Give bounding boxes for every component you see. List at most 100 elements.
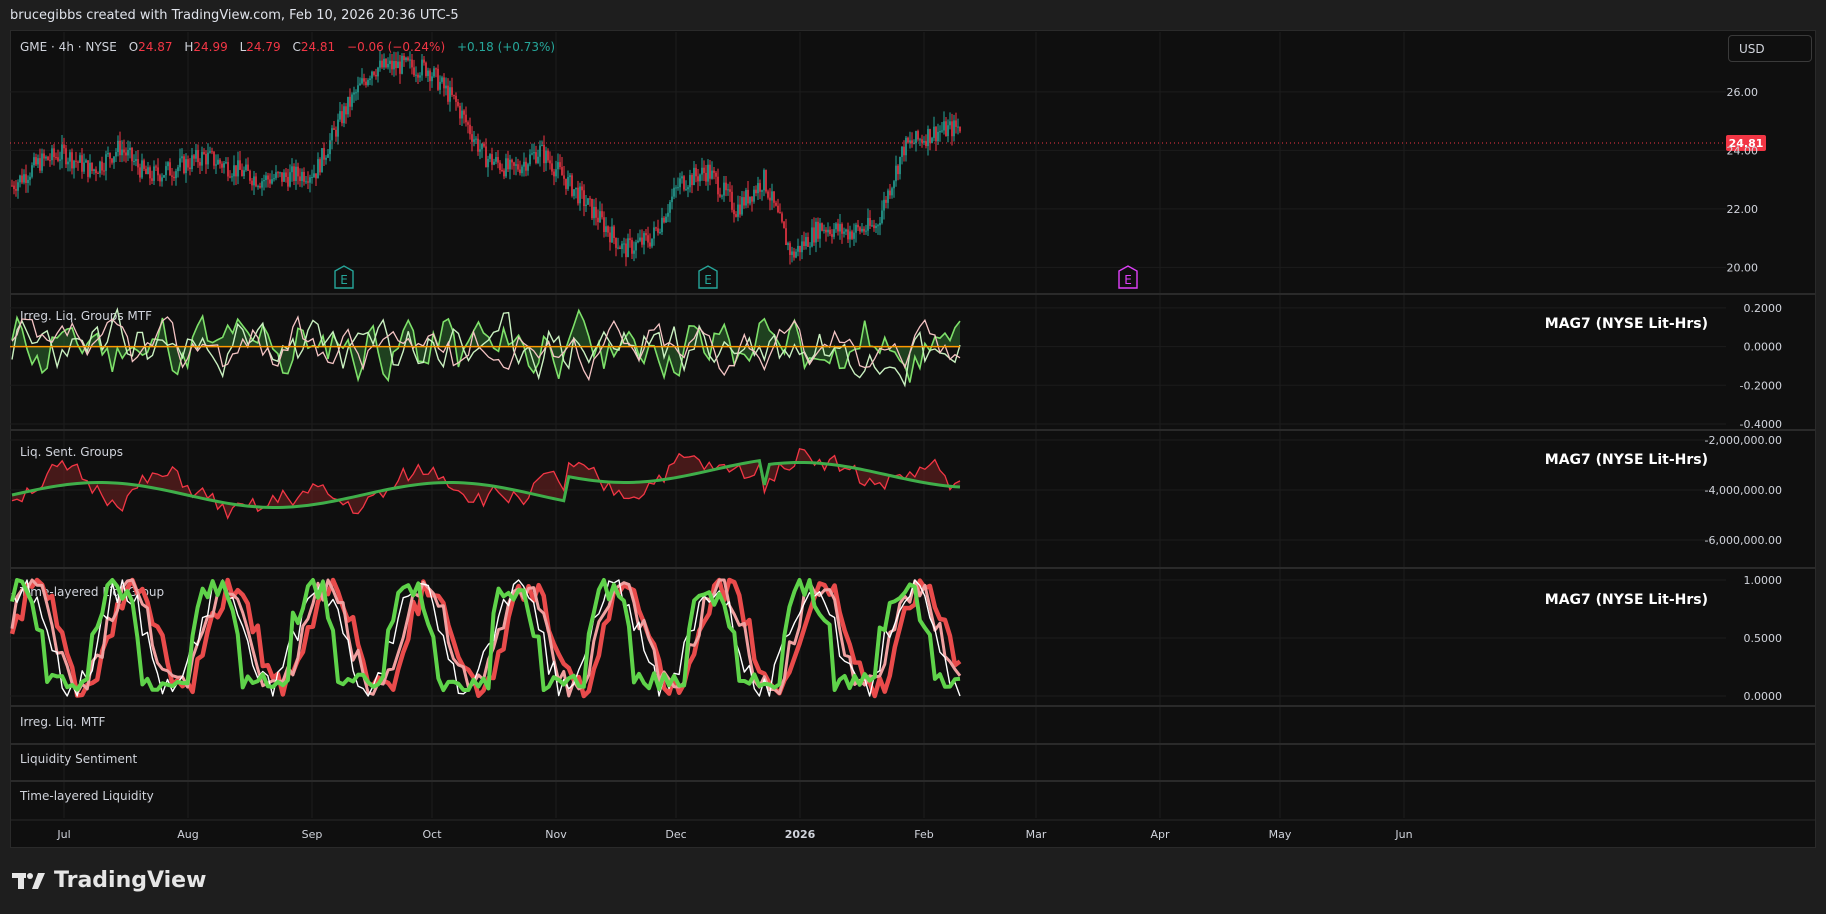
earnings-marker[interactable]: E bbox=[334, 265, 354, 289]
candle-body bbox=[805, 237, 807, 247]
collapsed-pane-title[interactable]: Liquidity Sentiment bbox=[20, 752, 137, 766]
candle-body bbox=[507, 158, 509, 170]
candle-body bbox=[457, 101, 459, 106]
candle-body bbox=[97, 173, 99, 175]
candle-body bbox=[53, 148, 55, 158]
candle-body bbox=[571, 175, 573, 196]
candle-body bbox=[387, 63, 389, 68]
candle-body bbox=[129, 147, 131, 150]
candle-body bbox=[551, 163, 553, 172]
chart-credit: brucegibbs created with TradingView.com,… bbox=[10, 8, 459, 23]
candle-body bbox=[881, 210, 883, 223]
candle-body bbox=[429, 70, 431, 82]
candle-body bbox=[209, 151, 211, 153]
candle-body bbox=[651, 238, 653, 247]
candle-body bbox=[57, 157, 59, 161]
candle-body bbox=[233, 165, 235, 177]
brand-name: TradingView bbox=[54, 868, 207, 893]
y-tick-label: -2,000,000.00 bbox=[1705, 434, 1782, 447]
candle-body bbox=[145, 168, 147, 175]
candle-body bbox=[381, 60, 383, 68]
candle-body bbox=[55, 157, 57, 159]
candle-body bbox=[41, 153, 43, 171]
series-line bbox=[11, 448, 961, 520]
candle-body bbox=[671, 196, 673, 203]
candle-body bbox=[645, 233, 647, 236]
candle-body bbox=[367, 80, 369, 86]
candle-body bbox=[959, 126, 961, 132]
candle-body bbox=[295, 166, 297, 181]
candle-body bbox=[589, 198, 591, 200]
candle-body bbox=[93, 169, 95, 171]
candle-body bbox=[901, 146, 903, 157]
candle-body bbox=[783, 221, 785, 229]
series-fill bbox=[12, 448, 960, 519]
candle-body bbox=[853, 232, 855, 239]
candle-body bbox=[557, 162, 559, 170]
candle-body bbox=[761, 190, 763, 192]
pane-legend: MAG7 (NYSE Lit-Hrs) bbox=[1545, 452, 1708, 468]
candle-body bbox=[35, 157, 37, 165]
candle-body bbox=[39, 158, 41, 171]
candle-body bbox=[755, 189, 757, 194]
candle-body bbox=[165, 166, 167, 176]
candle-body bbox=[263, 180, 265, 182]
candle-body bbox=[175, 171, 177, 179]
candle-body bbox=[349, 96, 351, 107]
candle-body bbox=[431, 76, 433, 82]
candle-body bbox=[289, 172, 291, 187]
x-tick-label: Nov bbox=[545, 828, 567, 841]
candle-body bbox=[177, 167, 179, 172]
candle-body bbox=[103, 170, 105, 172]
x-tick-label: Feb bbox=[914, 828, 933, 841]
candle-body bbox=[769, 197, 771, 201]
candle-body bbox=[321, 148, 323, 173]
candle-body bbox=[931, 137, 933, 143]
candle-body bbox=[641, 237, 643, 245]
candle-body bbox=[605, 226, 607, 232]
currency-button[interactable]: USD bbox=[1728, 35, 1812, 62]
x-tick-label: May bbox=[1269, 828, 1292, 841]
candle-body bbox=[101, 161, 103, 171]
candle-body bbox=[153, 166, 155, 181]
candle-body bbox=[635, 242, 637, 251]
candle-body bbox=[685, 189, 687, 191]
candle-body bbox=[139, 167, 141, 178]
candle-body bbox=[415, 74, 417, 76]
candle-body bbox=[695, 167, 697, 177]
candle-body bbox=[191, 155, 193, 170]
candle-body bbox=[877, 225, 879, 227]
symbol-label: GME · 4h · NYSE bbox=[20, 40, 117, 54]
y-tick-label: 26.00 bbox=[1727, 86, 1759, 99]
candle-body bbox=[529, 154, 531, 165]
candle-body bbox=[423, 59, 425, 63]
candle-body bbox=[893, 181, 895, 189]
candle-body bbox=[851, 231, 853, 239]
candle-body bbox=[813, 227, 815, 243]
candle-body bbox=[699, 174, 701, 182]
candle-body bbox=[391, 60, 393, 70]
collapsed-pane-title[interactable]: Irreg. Liq. MTF bbox=[20, 715, 106, 729]
candle-body bbox=[757, 183, 759, 194]
svg-text:E: E bbox=[1124, 273, 1132, 287]
earnings-marker[interactable]: E bbox=[698, 265, 718, 289]
candle-body bbox=[213, 151, 215, 166]
earnings-marker[interactable]: E bbox=[1118, 265, 1138, 289]
candle-body bbox=[49, 160, 51, 162]
candle-body bbox=[37, 158, 39, 165]
svg-text:E: E bbox=[704, 273, 712, 287]
candle-body bbox=[471, 134, 473, 142]
candle-body bbox=[341, 111, 343, 124]
candle-body bbox=[91, 162, 93, 171]
candle-body bbox=[945, 121, 947, 137]
tradingview-logo: TradingView bbox=[12, 868, 206, 893]
candle-body bbox=[433, 68, 435, 77]
candle-body bbox=[127, 149, 129, 156]
candle-body bbox=[201, 152, 203, 166]
collapsed-pane-title[interactable]: Time-layered Liquidity bbox=[19, 789, 154, 803]
candle-body bbox=[383, 58, 385, 68]
candle-body bbox=[455, 95, 457, 102]
candle-body bbox=[639, 237, 641, 241]
candle-body bbox=[869, 218, 871, 226]
